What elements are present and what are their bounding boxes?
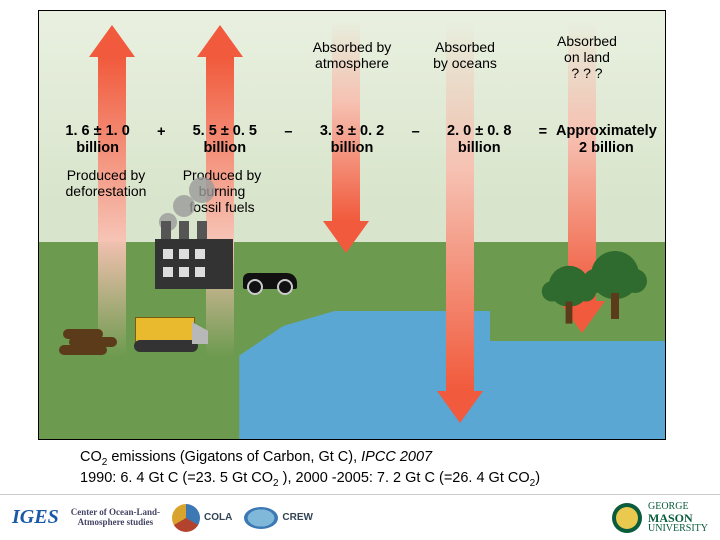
term-land: Approximately 2 billion: [550, 123, 663, 158]
logs-icon: [59, 325, 119, 355]
caption-rest: emissions (Gigatons of Carbon, Gt C),: [107, 449, 361, 465]
label-land: Absorbed on land ? ? ?: [537, 33, 637, 81]
car-icon: [243, 273, 297, 289]
term-oceans: 2. 0 ± 0. 8 billion: [423, 123, 536, 158]
crew-label: CREW: [282, 512, 313, 523]
op-minus-1: –: [281, 123, 295, 140]
label-oceans: Absorbed by oceans: [415, 39, 515, 71]
smoke-icon: [189, 177, 215, 203]
term-fossil: 5. 5 ± 0. 5 billion: [168, 123, 281, 158]
crew-badge-icon: [244, 507, 278, 529]
term-atmosphere: 3. 3 ± 0. 2 billion: [295, 123, 408, 158]
cola-text-2: Atmosphere studies: [71, 518, 160, 527]
caption-2a: 1990: 6. 4 Gt C (=23. 5 Gt CO: [80, 470, 273, 486]
gmu-seal-icon: [612, 503, 642, 533]
caption-co: CO: [80, 449, 102, 465]
label-deforestation: Produced by deforestation: [51, 167, 161, 199]
cola-center-text: Center of Ocean-Land- Atmosphere studies: [71, 508, 160, 527]
arrow-down-oceans: [437, 21, 483, 423]
gmu-bottom: UNIVERSITY: [648, 523, 708, 534]
footer-bar: IGES Center of Ocean-Land- Atmosphere st…: [0, 494, 720, 540]
gmu-logo: GEORGE MASON UNIVERSITY: [612, 502, 708, 534]
op-minus-2: –: [409, 123, 423, 140]
cola-badge-icon: [172, 504, 200, 532]
iges-logo: IGES: [12, 506, 59, 529]
caption-line2: 1990: 6. 4 Gt C (=23. 5 Gt CO2 ), 2000 -…: [80, 470, 540, 486]
caption-2c: ): [535, 470, 540, 486]
gmu-top: GEORGE: [648, 501, 689, 512]
bulldozer-icon: [135, 317, 195, 343]
carbon-budget-diagram: Absorbed by atmosphere Absorbed by ocean…: [38, 10, 666, 440]
term-deforestation: 1. 6 ± 1. 0 billion: [41, 123, 154, 158]
tree-icon: [591, 247, 639, 319]
crew-logo: CREW: [244, 507, 313, 529]
label-atmosphere: Absorbed by atmosphere: [297, 39, 407, 71]
cola-logo: COLA: [172, 504, 232, 532]
op-plus: +: [154, 123, 168, 140]
caption-2b: ), 2000 -2005: 7. 2 Gt C (=26. 4 Gt CO: [279, 470, 530, 486]
op-equals: =: [536, 123, 550, 140]
factory-icon: [155, 239, 233, 289]
gmu-text: GEORGE MASON UNIVERSITY: [648, 502, 708, 534]
carbon-equation: 1. 6 ± 1. 0 billion + 5. 5 ± 0. 5 billio…: [39, 123, 665, 158]
tree-icon: [549, 262, 590, 323]
caption-ipcc: IPCC 2007: [361, 449, 432, 465]
cola-label: COLA: [204, 512, 232, 523]
caption-line1: CO2 emissions (Gigatons of Carbon, Gt C)…: [80, 449, 432, 465]
caption-text: CO2 emissions (Gigatons of Carbon, Gt C)…: [80, 448, 540, 490]
